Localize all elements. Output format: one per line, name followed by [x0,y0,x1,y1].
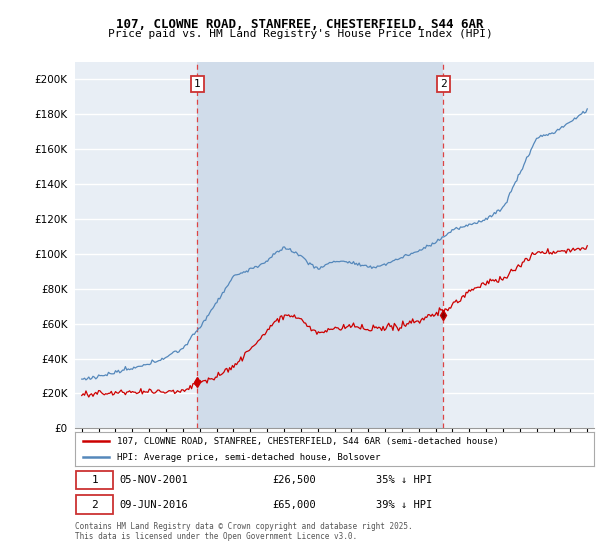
Text: 09-JUN-2016: 09-JUN-2016 [119,500,188,510]
Text: £26,500: £26,500 [272,475,316,485]
Text: £65,000: £65,000 [272,500,316,510]
Text: HPI: Average price, semi-detached house, Bolsover: HPI: Average price, semi-detached house,… [116,452,380,461]
Text: 1: 1 [194,80,200,89]
Text: 1: 1 [91,475,98,485]
Text: 107, CLOWNE ROAD, STANFREE, CHESTERFIELD, S44 6AR (semi-detached house): 107, CLOWNE ROAD, STANFREE, CHESTERFIELD… [116,437,498,446]
Bar [197,62,443,428]
FancyBboxPatch shape [76,471,113,489]
Text: 39% ↓ HPI: 39% ↓ HPI [376,500,432,510]
Text: Price paid vs. HM Land Registry's House Price Index (HPI): Price paid vs. HM Land Registry's House … [107,29,493,39]
Text: 35% ↓ HPI: 35% ↓ HPI [376,475,432,485]
Text: 2: 2 [91,500,98,510]
Text: Contains HM Land Registry data © Crown copyright and database right 2025.
This d: Contains HM Land Registry data © Crown c… [75,522,413,542]
Text: 107, CLOWNE ROAD, STANFREE, CHESTERFIELD, S44 6AR: 107, CLOWNE ROAD, STANFREE, CHESTERFIELD… [116,18,484,31]
FancyBboxPatch shape [76,496,113,514]
Text: 2: 2 [440,80,446,89]
Text: 05-NOV-2001: 05-NOV-2001 [119,475,188,485]
